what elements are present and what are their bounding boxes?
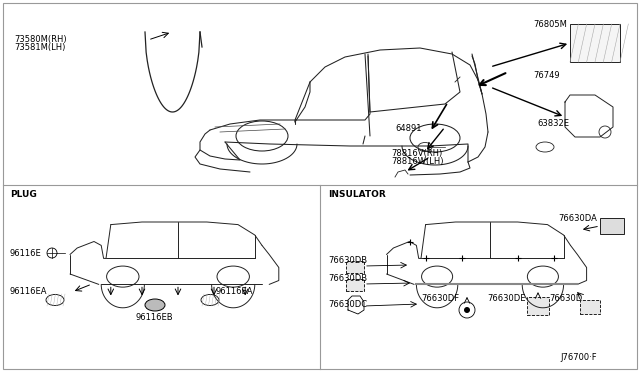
Text: 76630D: 76630D [549, 294, 582, 303]
Bar [346, 279, 364, 291]
Text: J76700·F: J76700·F [560, 353, 596, 362]
Text: 76630DF: 76630DF [421, 294, 460, 303]
Text: 73581M(LH): 73581M(LH) [14, 43, 65, 52]
Circle shape [464, 307, 470, 313]
Text: PLUG: PLUG [10, 190, 36, 199]
Text: 96116EA: 96116EA [215, 287, 253, 296]
Text: 76630DB: 76630DB [328, 256, 367, 265]
Text: 76749: 76749 [533, 71, 560, 80]
Bar [580, 300, 600, 314]
Bar [570, 24, 620, 62]
Text: 96116E: 96116E [10, 249, 42, 258]
Text: 76630DA: 76630DA [558, 214, 597, 223]
Text: 78816W(LH): 78816W(LH) [392, 157, 444, 166]
Text: 96116EB: 96116EB [135, 313, 173, 322]
Text: 73580M(RH): 73580M(RH) [14, 35, 67, 44]
Text: 96116EA: 96116EA [10, 287, 47, 296]
Text: 76805M: 76805M [534, 20, 568, 29]
Bar [346, 261, 364, 273]
Text: 76630DC: 76630DC [328, 300, 367, 309]
Text: 64891: 64891 [396, 124, 422, 133]
Text: 76630DB: 76630DB [328, 274, 367, 283]
Text: INSULATOR: INSULATOR [328, 190, 386, 199]
Bar [600, 218, 624, 234]
Ellipse shape [145, 299, 165, 311]
Text: 76630DE: 76630DE [488, 294, 526, 303]
Text: 63832E: 63832E [538, 119, 570, 128]
Text: 78816V(RH): 78816V(RH) [392, 149, 443, 158]
Bar [527, 297, 549, 315]
